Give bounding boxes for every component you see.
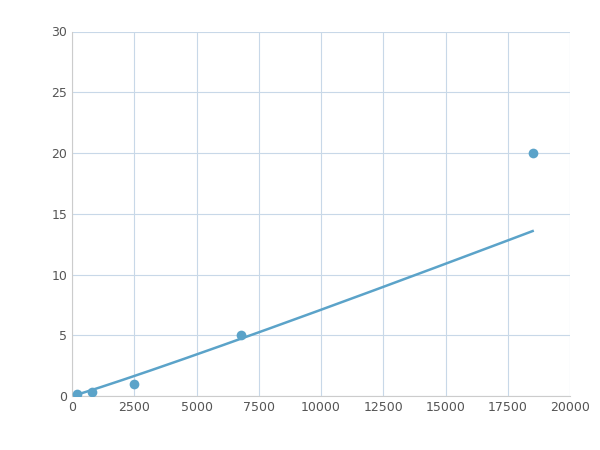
Point (236, 332, 246, 339)
Point (72, 390, 82, 397)
Point (130, 380, 139, 387)
Point (528, 149, 538, 157)
Point (87, 389, 97, 396)
